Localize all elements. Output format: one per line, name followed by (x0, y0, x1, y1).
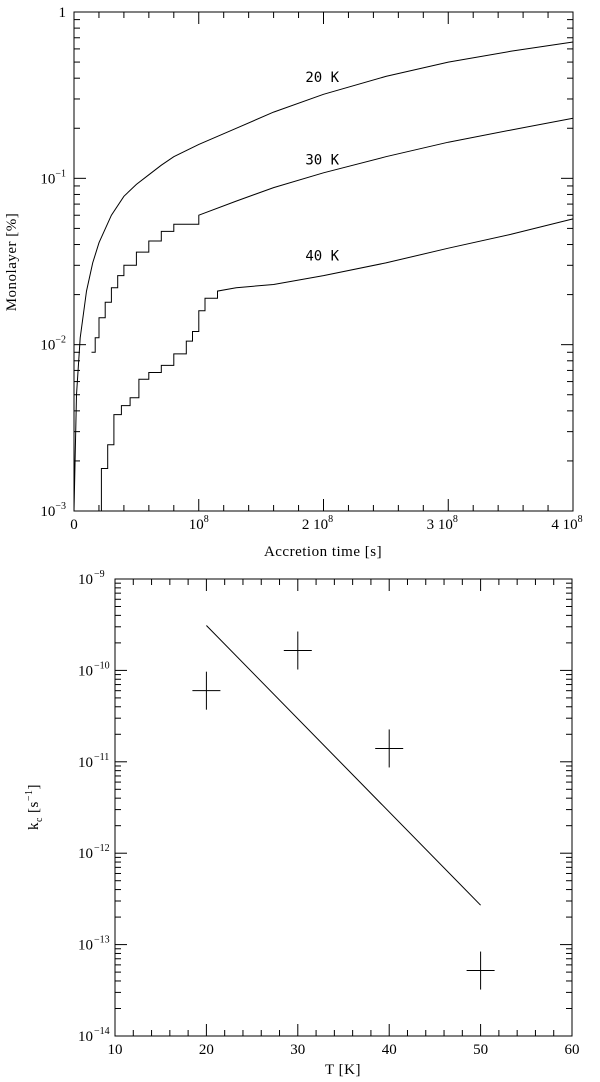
chart1-x-tick-label: 2 108 (302, 514, 333, 533)
data-point-50k (466, 951, 495, 990)
chart1-y-tick-label: 1 (59, 5, 67, 21)
chart2-x-tick-label: 50 (473, 1042, 488, 1058)
chart2-y-tick-label: 10 (78, 1029, 93, 1045)
chart1-x-tick-label: 4 108 (551, 514, 582, 533)
data-point-20k (192, 671, 221, 710)
chart1-x-axis-title: Accretion time [s] (264, 544, 382, 560)
chart1-x-tick-label: 108 (189, 514, 209, 533)
series-line-30k (91, 117, 574, 353)
chart1-y-tick-label: 10−2 (40, 335, 66, 354)
kc-subscript: c (34, 817, 45, 822)
chart2-y-tick-exp: −10 (94, 660, 110, 671)
chart2-frame (114, 578, 573, 1037)
chart2-x-tick-label: 20 (199, 1042, 214, 1058)
chart2-minor-ticks (114, 579, 573, 1037)
chart2-y-tick-exp: −9 (94, 569, 105, 580)
chart2-y-tick-exp: −11 (94, 752, 109, 763)
kc-unit-open: [s (26, 801, 42, 813)
series-label-40k: 40 K (305, 248, 339, 264)
monolayer-chart: 0 108 2 108 3 108 4 108 1 10−1 10−2 10−3 20 K 30… (4, 5, 583, 560)
fit-line (206, 625, 481, 906)
chart2-x-tick-label: 10 (108, 1042, 123, 1058)
series-label-30k: 30 K (305, 153, 339, 169)
chart2-x-tick-label: 40 (382, 1042, 397, 1058)
chart2-y-tick-label: 10 (78, 755, 93, 771)
chart2-x-tick-labels: 10 20 30 40 50 60 (108, 1042, 580, 1058)
kc-symbol: k (26, 822, 42, 830)
chart2-x-axis-title: T [K] (325, 1062, 361, 1078)
chart1-y-axis-title: Monolayer [%] (4, 213, 20, 312)
chart1-x-tick-label: 0 (70, 517, 78, 533)
chart1-y-tick-label: 10−3 (40, 501, 66, 520)
series-line-20k (73, 41, 574, 512)
series-line-40k (96, 218, 574, 512)
chart1-y-tick-labels: 1 10−1 10−2 10−3 (40, 5, 66, 520)
data-point-40k (375, 729, 404, 768)
chart1-x-tick-labels: 0 108 2 108 3 108 4 108 (70, 514, 582, 533)
chart2-y-tick-label: 10 (78, 663, 93, 679)
chart2-y-tick-label: 10 (78, 938, 93, 954)
chart2-y-tick-label: 10 (78, 846, 93, 862)
chart2-x-tick-label: 30 (290, 1042, 305, 1058)
chart2-x-tick-label: 60 (565, 1042, 580, 1058)
chart1-series: 20 K 30 K 40 K (73, 41, 574, 512)
chart1-x-tick-label: 3 108 (427, 514, 458, 533)
series-label-20k: 20 K (305, 70, 339, 86)
chart1-y-tick-label: 10−1 (40, 168, 66, 187)
chart2-y-axis-title: kc [s−1] (24, 784, 45, 830)
kc-unit-exp: −1 (24, 790, 35, 802)
kc-unit-close: ] (26, 784, 42, 790)
chart2-y-tick-exp: −12 (94, 843, 110, 854)
chart2-y-tick-label: 10 (78, 572, 93, 588)
chart2-y-tick-exp: −14 (94, 1026, 110, 1037)
chart2-y-tick-exp: −13 (94, 935, 110, 946)
chart2-marks (192, 625, 495, 990)
data-point-30k (283, 631, 312, 670)
